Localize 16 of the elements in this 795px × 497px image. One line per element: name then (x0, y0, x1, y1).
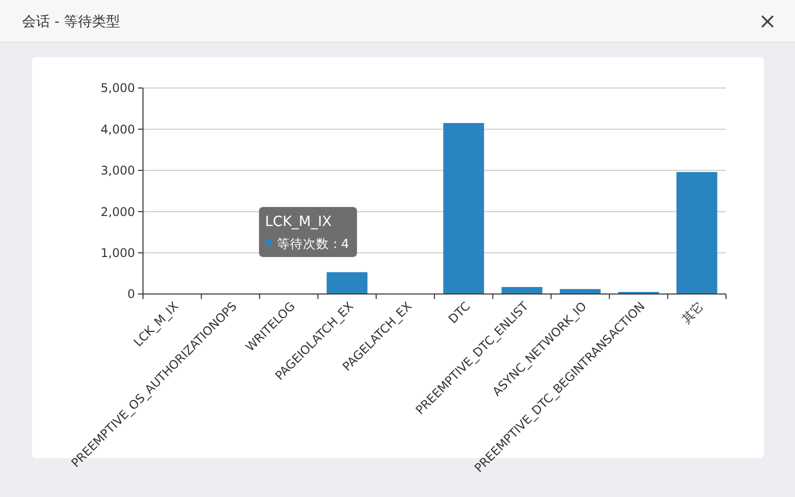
y-tick-label: 1,000 (100, 246, 135, 260)
y-tick-label: 5,000 (100, 81, 135, 96)
bar (502, 286, 542, 294)
annotation: 等待次数 : 4 (277, 236, 350, 251)
y-tick-label: 4,000 (100, 122, 135, 136)
y-tick-label: 3,000 (100, 164, 135, 178)
tooltip: LCK_M_IX 等待次数 : 4 (259, 207, 357, 257)
y-tick-label: 2,000 (100, 204, 135, 219)
y-tick-label: 0 (127, 287, 135, 302)
annotation: LCK_M_IX (265, 214, 332, 230)
bar (326, 272, 368, 294)
bar (676, 172, 718, 294)
bar (560, 289, 601, 294)
bar (443, 123, 484, 294)
x-tick-label: 其它 (679, 299, 706, 326)
chart-title: 会话 - 等待类型 (22, 14, 120, 30)
